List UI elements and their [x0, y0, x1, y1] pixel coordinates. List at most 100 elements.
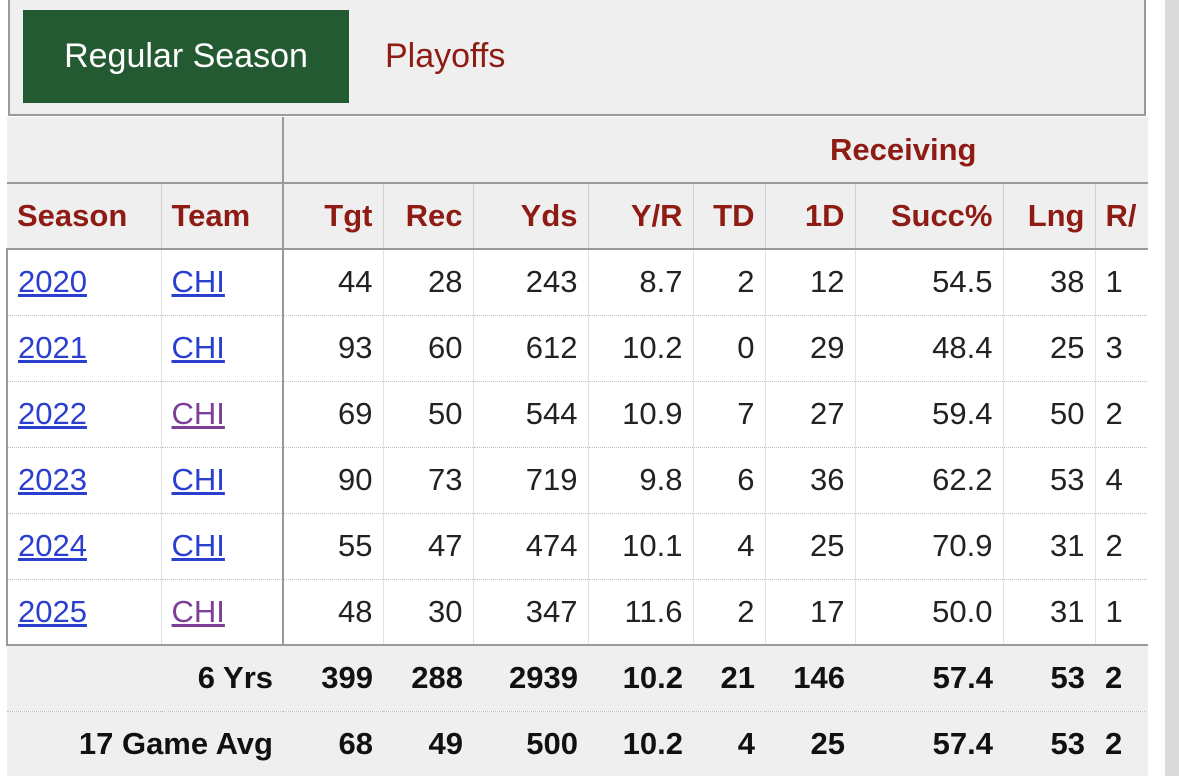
cell-yds: 2939 — [473, 644, 588, 712]
season-link[interactable]: 2025 — [18, 593, 87, 629]
table-row: 2025 CHI 48 30 347 11.6 2 17 50.0 31 1 — [6, 579, 1148, 646]
team-link[interactable]: CHI — [171, 462, 225, 497]
cell-tgt: 48 — [283, 579, 384, 646]
team-link[interactable]: CHI — [171, 330, 225, 365]
cell-td: 21 — [693, 644, 765, 712]
cell-rec: 50 — [383, 381, 474, 448]
cell-succ: 70.9 — [855, 513, 1004, 580]
cell-lng: 53 — [1003, 711, 1095, 776]
cell-yr: 10.2 — [588, 644, 693, 712]
cell-yds: 347 — [473, 579, 589, 646]
cell-succ: 50.0 — [855, 579, 1004, 646]
cell-1d: 29 — [765, 315, 856, 382]
cell-rec: 73 — [383, 447, 474, 514]
table-row: 2023 CHI 90 73 719 9.8 6 36 62.2 53 4 — [6, 447, 1148, 514]
team-link[interactable]: CHI — [171, 396, 225, 431]
team-link[interactable]: CHI — [171, 593, 225, 629]
col-header-team[interactable]: Team — [161, 182, 284, 250]
table-row: 2024 CHI 55 47 474 10.1 4 25 70.9 31 2 — [6, 513, 1148, 580]
column-header-row: Season Team Tgt Rec Yds Y/R TD 1D Succ% … — [7, 182, 1148, 250]
col-header-td[interactable]: TD — [693, 182, 766, 250]
summary-row-career: 6 Yrs 399 288 2939 10.2 21 146 57.4 53 2 — [7, 644, 1148, 712]
tab-playoffs[interactable]: Playoffs — [385, 37, 506, 75]
cell-rec: 47 — [383, 513, 474, 580]
table-row: 2021 CHI 93 60 612 10.2 0 29 48.4 25 3 — [6, 315, 1148, 382]
cell-1d: 25 — [765, 513, 856, 580]
table-row: 2022 CHI 69 50 544 10.9 7 27 59.4 50 2 — [6, 381, 1148, 448]
cell-td: 7 — [693, 381, 766, 448]
col-header-yr[interactable]: Y/R — [588, 182, 694, 250]
cell-td: 4 — [693, 711, 765, 776]
col-header-season[interactable]: Season — [7, 182, 162, 250]
cell-td: 4 — [693, 513, 766, 580]
team-link[interactable]: CHI — [171, 264, 225, 300]
col-header-rg[interactable]: R/ — [1095, 182, 1148, 250]
summary-row-17-game-avg: 17 Game Avg 68 49 500 10.2 4 25 57.4 53 … — [7, 711, 1148, 776]
cell-yr: 9.8 — [588, 447, 694, 514]
cell-td: 0 — [693, 315, 766, 382]
col-header-yds[interactable]: Yds — [473, 182, 589, 250]
cell-td: 6 — [693, 447, 766, 514]
tab-regular-season[interactable]: Regular Season — [23, 10, 349, 103]
cell-rec: 49 — [383, 711, 473, 776]
season-link[interactable]: 2023 — [18, 462, 87, 497]
cell-succ: 62.2 — [855, 447, 1004, 514]
col-header-1d[interactable]: 1D — [765, 182, 856, 250]
cell-yds: 612 — [473, 315, 589, 382]
cell-lng: 50 — [1003, 381, 1096, 448]
cell-lng: 53 — [1003, 447, 1096, 514]
cell-yds: 500 — [473, 711, 588, 776]
season-link[interactable]: 2024 — [18, 528, 87, 563]
col-header-rec[interactable]: Rec — [383, 182, 474, 250]
cell-yr: 8.7 — [588, 249, 694, 316]
team-link[interactable]: CHI — [171, 528, 225, 563]
cell-tgt: 68 — [283, 711, 383, 776]
cell-lng: 25 — [1003, 315, 1096, 382]
season-link[interactable]: 2022 — [18, 396, 87, 431]
cell-rg: 4 — [1095, 447, 1148, 514]
cell-succ: 57.4 — [855, 644, 1003, 712]
vertical-scrollbar[interactable] — [1165, 0, 1179, 776]
cell-td: 2 — [693, 249, 766, 316]
cell-tgt: 69 — [283, 381, 384, 448]
cell-rg: 2 — [1095, 711, 1148, 776]
cell-rg: 1 — [1095, 579, 1148, 646]
cell-lng: 53 — [1003, 644, 1095, 712]
col-header-tgt[interactable]: Tgt — [283, 182, 384, 250]
cell-yr: 10.2 — [588, 315, 694, 382]
season-link[interactable]: 2021 — [18, 330, 87, 365]
cell-rg: 1 — [1095, 249, 1148, 316]
cell-yds: 474 — [473, 513, 589, 580]
col-header-lng[interactable]: Lng — [1003, 182, 1096, 250]
cell-lng: 31 — [1003, 579, 1096, 646]
cell-lng: 38 — [1003, 249, 1096, 316]
cell-tgt: 90 — [283, 447, 384, 514]
cell-succ: 57.4 — [855, 711, 1003, 776]
cell-rg: 2 — [1095, 644, 1148, 712]
cell-yr: 11.6 — [588, 579, 694, 646]
group-header-receiving: Receiving — [283, 117, 1148, 183]
cell-yr: 10.9 — [588, 381, 694, 448]
col-header-succ[interactable]: Succ% — [855, 182, 1004, 250]
cell-1d: 25 — [765, 711, 855, 776]
table-row: 2020 CHI 44 28 243 8.7 2 12 54.5 38 1 — [6, 249, 1148, 316]
summary-label: 6 Yrs — [7, 644, 283, 712]
stats-table-container[interactable]: Receiving Season Team Tgt Rec Yds Y/R TD… — [6, 117, 1148, 776]
cell-1d: 17 — [765, 579, 856, 646]
cell-succ: 59.4 — [855, 381, 1004, 448]
receiving-stats-table: Receiving Season Team Tgt Rec Yds Y/R TD… — [6, 117, 1148, 776]
cell-1d: 36 — [765, 447, 856, 514]
cell-yds: 243 — [473, 249, 589, 316]
cell-tgt: 93 — [283, 315, 384, 382]
cell-succ: 54.5 — [855, 249, 1004, 316]
cell-1d: 27 — [765, 381, 856, 448]
over-header-blank — [7, 117, 284, 183]
cell-rec: 288 — [383, 644, 473, 712]
cell-yds: 544 — [473, 381, 589, 448]
cell-lng: 31 — [1003, 513, 1096, 580]
cell-rec: 30 — [383, 579, 474, 646]
cell-1d: 146 — [765, 644, 855, 712]
cell-yr: 10.2 — [588, 711, 693, 776]
cell-td: 2 — [693, 579, 766, 646]
season-link[interactable]: 2020 — [18, 264, 87, 300]
